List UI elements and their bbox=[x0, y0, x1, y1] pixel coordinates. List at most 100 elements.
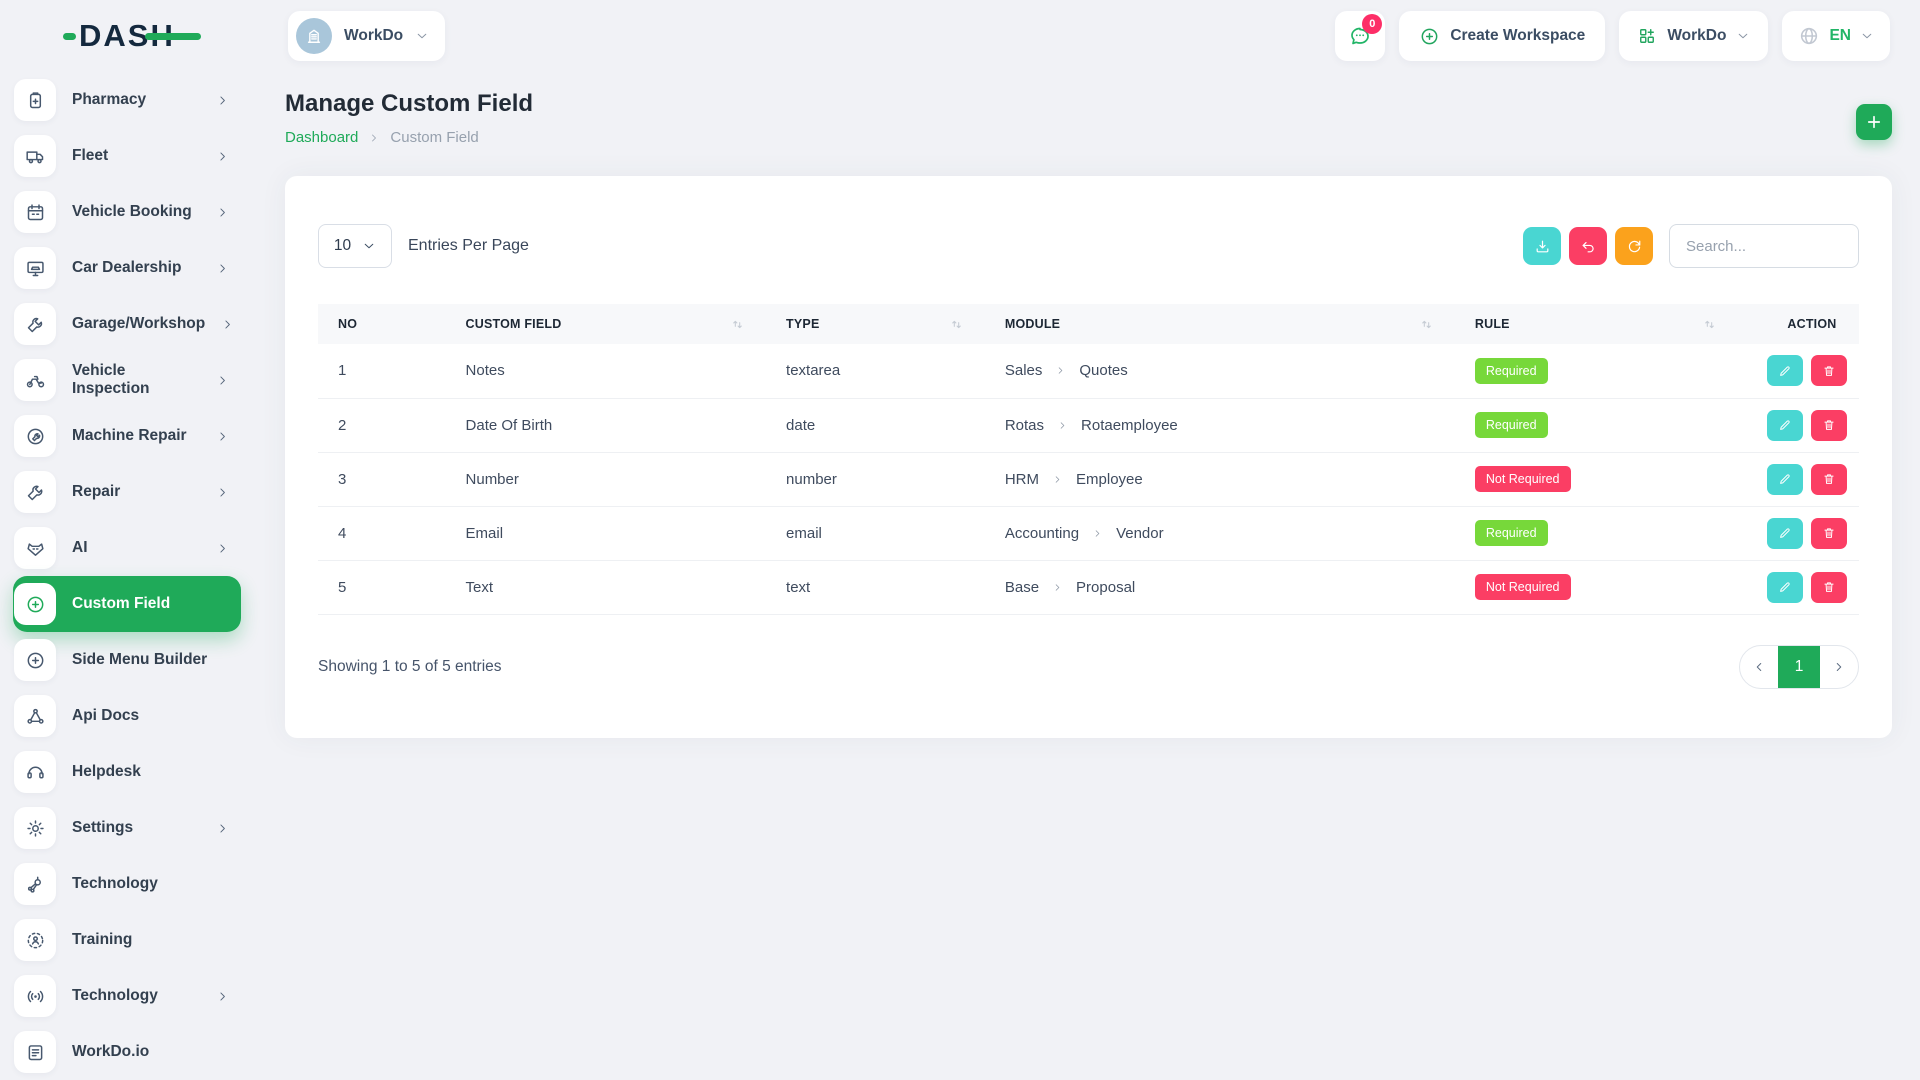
chat-icon bbox=[1348, 24, 1372, 48]
sidebar-item-ai[interactable]: AI bbox=[13, 520, 241, 576]
chevron-right-icon bbox=[1055, 365, 1066, 376]
search-input[interactable] bbox=[1669, 224, 1859, 268]
delete-button[interactable] bbox=[1811, 571, 1848, 603]
chevron-right-icon bbox=[1832, 660, 1846, 674]
plus-circle-icon bbox=[1419, 26, 1440, 47]
export-button[interactable] bbox=[1523, 227, 1561, 265]
topbar-actions: 0 Create Workspace WorkDo EN bbox=[1335, 11, 1890, 61]
cell-custom-field: Text bbox=[450, 560, 772, 615]
edit-button[interactable] bbox=[1767, 571, 1804, 603]
garage-workshop-icon bbox=[14, 303, 56, 345]
api-docs-icon bbox=[14, 695, 56, 737]
cell-action bbox=[1743, 344, 1859, 399]
cell-type: email bbox=[771, 506, 990, 561]
training-icon bbox=[14, 919, 56, 961]
chevron-down-icon bbox=[1860, 29, 1874, 43]
showing-entries-text: Showing 1 to 5 of 5 entries bbox=[318, 657, 502, 675]
dash-logo[interactable]: DASH bbox=[63, 18, 248, 54]
sidebar-item-pharmacy[interactable]: Pharmacy bbox=[13, 72, 241, 128]
technology-alt-icon bbox=[14, 975, 56, 1017]
edit-button[interactable] bbox=[1767, 517, 1804, 549]
column-header-type[interactable]: TYPE bbox=[771, 304, 990, 344]
cell-rule: Not Required bbox=[1459, 560, 1744, 615]
add-custom-field-button[interactable] bbox=[1856, 104, 1892, 140]
reset-button[interactable] bbox=[1569, 227, 1607, 265]
chevron-down-icon bbox=[415, 29, 429, 43]
apps-menu-button[interactable]: WorkDo bbox=[1619, 11, 1769, 61]
trash-icon bbox=[1822, 418, 1836, 432]
workspace-switcher[interactable]: WorkDo bbox=[288, 11, 446, 61]
sidebar-item-workdo-io[interactable]: WorkDo.io bbox=[13, 1024, 241, 1080]
sidebar-item-settings[interactable]: Settings bbox=[13, 800, 241, 856]
sidebar-item-garage-workshop[interactable]: Garage/Workshop bbox=[13, 296, 241, 352]
pencil-icon bbox=[1778, 526, 1792, 540]
cell-rule: Not Required bbox=[1459, 452, 1744, 507]
column-header-module[interactable]: MODULE bbox=[989, 304, 1460, 344]
sidebar-item-technology[interactable]: Technology bbox=[13, 856, 241, 912]
sort-icon bbox=[730, 317, 745, 332]
pencil-icon bbox=[1778, 418, 1792, 432]
edit-button[interactable] bbox=[1767, 409, 1804, 441]
column-header-rule[interactable]: RULE bbox=[1459, 304, 1744, 344]
breadcrumb-dashboard-link[interactable]: Dashboard bbox=[285, 129, 359, 146]
chevron-right-icon bbox=[216, 990, 229, 1003]
sidebar-item-custom-field[interactable]: Custom Field bbox=[13, 576, 241, 632]
messages-button[interactable]: 0 bbox=[1335, 11, 1386, 61]
refresh-button[interactable] bbox=[1615, 227, 1653, 265]
language-selector[interactable]: EN bbox=[1782, 11, 1890, 61]
cell-no: 3 bbox=[318, 452, 451, 507]
ai-icon bbox=[14, 527, 56, 569]
delete-button[interactable] bbox=[1811, 355, 1848, 387]
undo-icon bbox=[1580, 238, 1597, 255]
delete-button[interactable] bbox=[1811, 517, 1848, 549]
edit-button[interactable] bbox=[1767, 355, 1804, 387]
sidebar-item-vehicle-booking[interactable]: Vehicle Booking bbox=[13, 184, 241, 240]
repair-icon bbox=[14, 471, 56, 513]
rule-badge: Required bbox=[1474, 357, 1548, 384]
column-header-action: ACTION bbox=[1743, 304, 1859, 344]
sidebar-item-training[interactable]: Training bbox=[13, 912, 241, 968]
workspace-name: WorkDo bbox=[344, 27, 404, 44]
sidebar-item-car-dealership[interactable]: Car Dealership bbox=[13, 240, 241, 296]
entries-per-page-select[interactable]: 10 bbox=[318, 224, 392, 268]
chevron-right-icon bbox=[216, 822, 229, 835]
chevron-right-icon bbox=[216, 262, 229, 275]
sort-icon bbox=[1702, 317, 1717, 332]
rule-badge: Not Required bbox=[1474, 466, 1571, 492]
table-row: 3 Number number HRM Employee Not Require… bbox=[318, 452, 1859, 507]
cell-rule: Required bbox=[1459, 344, 1744, 399]
cell-action bbox=[1743, 560, 1859, 615]
workdo-io-icon bbox=[14, 1031, 56, 1073]
sidebar-item-repair[interactable]: Repair bbox=[13, 464, 241, 520]
cell-no: 5 bbox=[318, 560, 451, 615]
column-header-no: NO bbox=[318, 304, 451, 344]
table-row: 1 Notes textarea Sales Quotes Required bbox=[318, 344, 1859, 399]
trash-icon bbox=[1822, 472, 1836, 486]
create-workspace-button[interactable]: Create Workspace bbox=[1399, 11, 1606, 61]
edit-button[interactable] bbox=[1767, 463, 1804, 495]
sidebar-item-technology[interactable]: Technology bbox=[13, 968, 241, 1024]
chevron-right-icon bbox=[1057, 420, 1068, 431]
sidebar-item-machine-repair[interactable]: Machine Repair bbox=[13, 408, 241, 464]
chevron-right-icon bbox=[216, 206, 229, 219]
pagination: 1 bbox=[1739, 644, 1859, 689]
entries-per-page-label: Entries Per Page bbox=[408, 237, 529, 254]
cell-custom-field: Notes bbox=[450, 344, 772, 399]
sidebar-item-fleet[interactable]: Fleet bbox=[13, 128, 241, 184]
sidebar-item-helpdesk[interactable]: Helpdesk bbox=[13, 744, 241, 800]
current-page-button[interactable]: 1 bbox=[1778, 645, 1820, 688]
previous-page-button[interactable] bbox=[1740, 646, 1778, 688]
pharmacy-icon bbox=[14, 79, 56, 121]
next-page-button[interactable] bbox=[1820, 646, 1858, 688]
column-header-custom-field[interactable]: CUSTOM FIELD bbox=[450, 304, 772, 344]
globe-icon bbox=[1798, 25, 1820, 47]
delete-button[interactable] bbox=[1811, 463, 1848, 495]
page-header: Manage Custom Field Dashboard Custom Fie… bbox=[285, 90, 1892, 146]
cell-custom-field: Number bbox=[450, 452, 772, 507]
sidebar-item-api-docs[interactable]: Api Docs bbox=[13, 688, 241, 744]
logo-green-bar bbox=[144, 32, 201, 40]
sidebar-item-side-menu-builder[interactable]: Side Menu Builder bbox=[13, 632, 241, 688]
delete-button[interactable] bbox=[1811, 409, 1848, 441]
sidebar-item-vehicle-inspection[interactable]: Vehicle Inspection bbox=[13, 352, 241, 408]
cell-type: date bbox=[771, 398, 990, 453]
